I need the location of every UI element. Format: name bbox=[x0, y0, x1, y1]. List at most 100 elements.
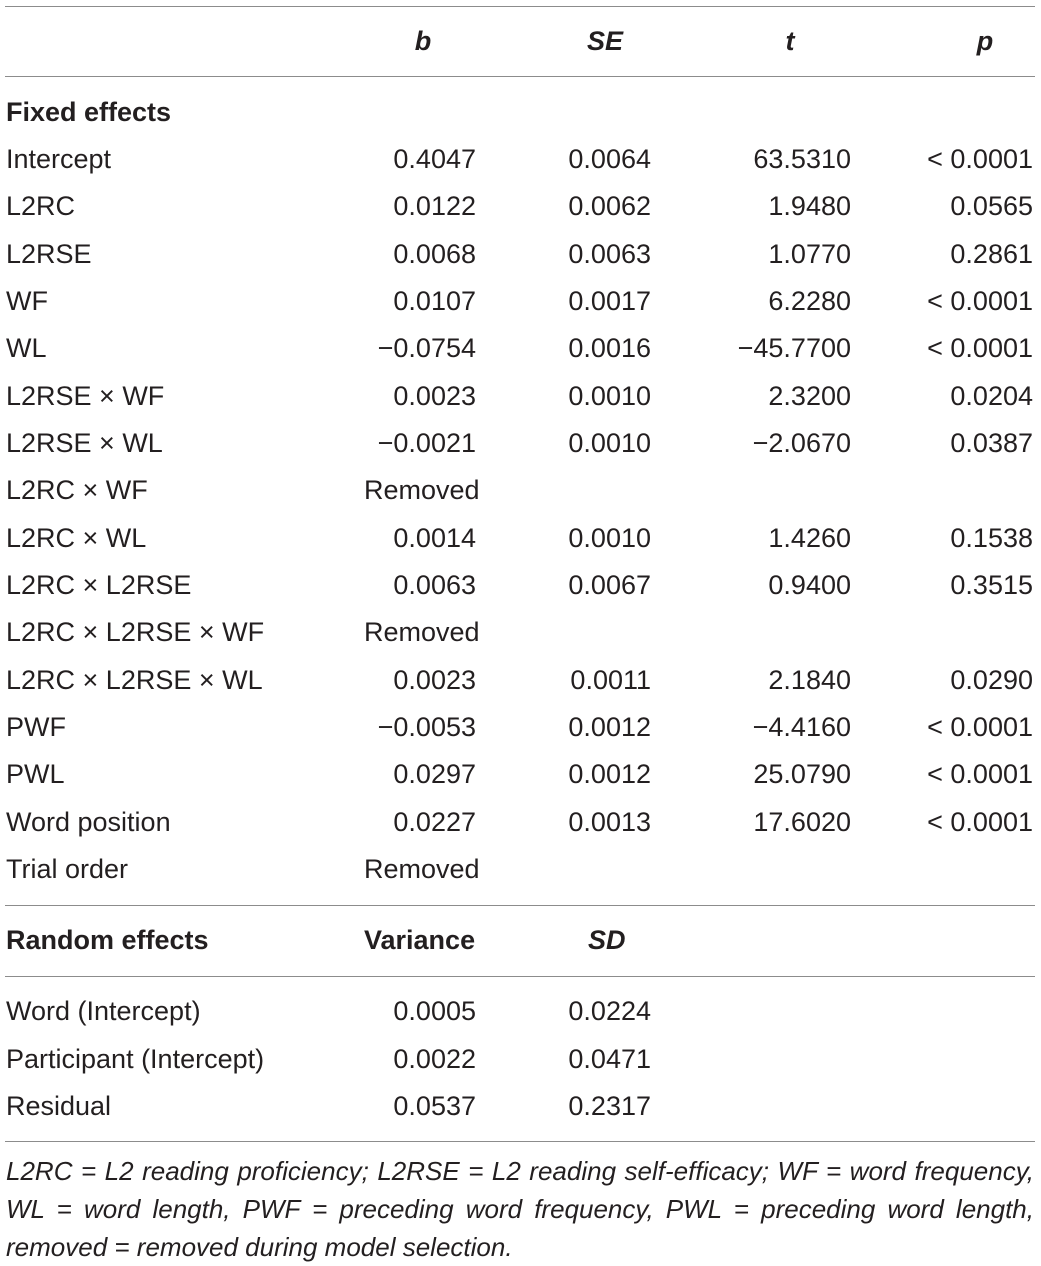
cell-p: < 0.0001 bbox=[927, 759, 1033, 790]
table-row: L2RC × L2RSE 0.0063 0.0067 0.9400 0.3515 bbox=[0, 562, 1041, 609]
row-label: Residual bbox=[6, 1091, 112, 1121]
row-label: Trial order bbox=[6, 853, 129, 884]
cell-p: 0.0204 bbox=[950, 380, 1033, 411]
table-footnote: L2RC = L2 reading proficiency; L2RSE = L… bbox=[6, 1156, 1034, 1262]
cell-t: 25.0790 bbox=[753, 759, 851, 790]
header-row: b SE t p bbox=[0, 18, 1041, 65]
table-row: Word position 0.0227 0.0013 17.6020 < 0.0001 bbox=[0, 799, 1041, 846]
table-row: Intercept 0.4047 0.0064 63.5310 < 0.0001 bbox=[0, 136, 1041, 183]
table-row: L2RC × WL 0.0014 0.0010 1.4260 0.1538 bbox=[0, 515, 1041, 562]
cell-b: −0.0754 bbox=[377, 333, 476, 364]
cell-se: 0.0062 bbox=[568, 191, 651, 222]
top-rule bbox=[5, 6, 1035, 7]
cell-b: 0.4047 bbox=[393, 144, 476, 174]
table-row: WL −0.0754 0.0016 −45.7700 < 0.0001 bbox=[0, 325, 1041, 372]
cell-b: 0.0068 bbox=[393, 238, 476, 269]
random-effects-header-row: Random effects Variance SD bbox=[0, 917, 1041, 964]
table-row: L2RC × L2RSE × WF Removed bbox=[0, 609, 1041, 656]
cell-b: 0.0014 bbox=[393, 522, 476, 553]
cell-se: 0.0012 bbox=[568, 759, 651, 790]
row-label: L2RC × L2RSE bbox=[6, 569, 192, 600]
row-label: PWF bbox=[6, 711, 66, 742]
cell-variance: 0.0537 bbox=[393, 1091, 476, 1121]
cell-b: 0.0297 bbox=[393, 759, 476, 790]
row-label: L2RSE bbox=[6, 238, 92, 269]
header-p: p bbox=[976, 26, 994, 56]
table-row: L2RC × WF Removed bbox=[0, 467, 1041, 514]
table-row: L2RSE × WF 0.0023 0.0010 2.3200 0.0204 bbox=[0, 373, 1041, 420]
table-row: Residual 0.0537 0.2317 bbox=[0, 1083, 1041, 1130]
cell-t: −2.0670 bbox=[752, 427, 851, 458]
cell-t: 17.6020 bbox=[753, 806, 851, 837]
random-effects-title: Random effects bbox=[6, 925, 209, 955]
cell-b: −0.0053 bbox=[377, 711, 476, 742]
header-t: t bbox=[785, 26, 795, 56]
cell-b: −0.0021 bbox=[377, 427, 476, 458]
table-row: Participant (Intercept) 0.0022 0.0471 bbox=[0, 1036, 1041, 1083]
random-header-rule bbox=[5, 976, 1035, 977]
table-row: L2RSE × WL −0.0021 0.0010 −2.0670 0.0387 bbox=[0, 420, 1041, 467]
cell-b: 0.0063 bbox=[393, 569, 476, 600]
cell-se: 0.0011 bbox=[570, 664, 651, 695]
row-label: WL bbox=[6, 333, 47, 364]
cell-sd: 0.0224 bbox=[568, 996, 651, 1026]
cell-se: 0.0013 bbox=[568, 806, 651, 837]
cell-p: 0.0290 bbox=[950, 664, 1033, 695]
cell-b: Removed bbox=[364, 617, 480, 648]
cell-p: < 0.0001 bbox=[927, 711, 1033, 742]
row-label: L2RC × WF bbox=[6, 475, 148, 506]
row-label: PWL bbox=[6, 759, 65, 790]
cell-b: 0.0023 bbox=[393, 664, 476, 695]
cell-b: 0.0107 bbox=[393, 285, 476, 316]
cell-t: 0.9400 bbox=[768, 569, 851, 600]
table-row: Trial order Removed bbox=[0, 846, 1041, 893]
cell-p: 0.0387 bbox=[950, 427, 1033, 458]
fixed-effects-title: Fixed effects bbox=[6, 97, 172, 127]
cell-se: 0.0067 bbox=[568, 569, 651, 600]
cell-t: 1.4260 bbox=[768, 522, 851, 553]
cell-se: 0.0012 bbox=[568, 711, 651, 742]
cell-t: 2.3200 bbox=[768, 380, 851, 411]
row-label: L2RC bbox=[6, 191, 76, 222]
cell-t: −45.7700 bbox=[737, 333, 851, 364]
table-row: Word (Intercept) 0.0005 0.0224 bbox=[0, 988, 1041, 1035]
table-row: PWL 0.0297 0.0012 25.0790 < 0.0001 bbox=[0, 751, 1041, 798]
cell-b: Removed bbox=[364, 475, 480, 506]
cell-t: 63.5310 bbox=[753, 144, 851, 174]
cell-variance: 0.0005 bbox=[393, 996, 476, 1026]
cell-b: 0.0227 bbox=[393, 806, 476, 837]
cell-t: 6.2280 bbox=[768, 285, 851, 316]
cell-t: 1.0770 bbox=[768, 238, 851, 269]
cell-se: 0.0010 bbox=[568, 427, 651, 458]
cell-sd: 0.0471 bbox=[568, 1043, 651, 1074]
row-label: WF bbox=[6, 285, 48, 316]
cell-p: 0.2861 bbox=[950, 238, 1033, 269]
header-variance: Variance bbox=[364, 925, 476, 955]
cell-se: 0.0064 bbox=[568, 144, 651, 174]
table-row: WF 0.0107 0.0017 6.2280 < 0.0001 bbox=[0, 278, 1041, 325]
header-rule bbox=[5, 76, 1035, 77]
row-label: L2RSE × WL bbox=[6, 427, 163, 458]
row-label: Word position bbox=[6, 806, 171, 837]
cell-se: 0.0063 bbox=[568, 238, 651, 269]
row-label: L2RC × WL bbox=[6, 522, 147, 553]
cell-se: 0.0017 bbox=[568, 285, 651, 316]
table-row: L2RC × L2RSE × WL 0.0023 0.0011 2.1840 0.029… bbox=[0, 657, 1041, 704]
cell-p: 0.0565 bbox=[950, 191, 1033, 222]
cell-b: 0.0023 bbox=[393, 380, 476, 411]
row-label: L2RC × L2RSE × WL bbox=[6, 664, 263, 695]
cell-p: < 0.0001 bbox=[927, 806, 1033, 837]
cell-t: −4.4160 bbox=[752, 711, 851, 742]
cell-p: < 0.0001 bbox=[927, 144, 1033, 174]
row-label: Intercept bbox=[6, 144, 112, 174]
bottom-rule bbox=[5, 1141, 1035, 1142]
row-label: Word (Intercept) bbox=[6, 996, 201, 1026]
row-label: L2RC × L2RSE × WF bbox=[6, 617, 265, 648]
cell-variance: 0.0022 bbox=[393, 1043, 476, 1074]
cell-t: 2.1840 bbox=[768, 664, 851, 695]
cell-p: 0.1538 bbox=[950, 522, 1033, 553]
header-se: SE bbox=[586, 26, 624, 56]
header-b: b bbox=[414, 26, 432, 56]
table-row: L2RC 0.0122 0.0062 1.9480 0.0565 bbox=[0, 183, 1041, 230]
fixed-effects-heading: Fixed effects bbox=[0, 89, 1041, 136]
